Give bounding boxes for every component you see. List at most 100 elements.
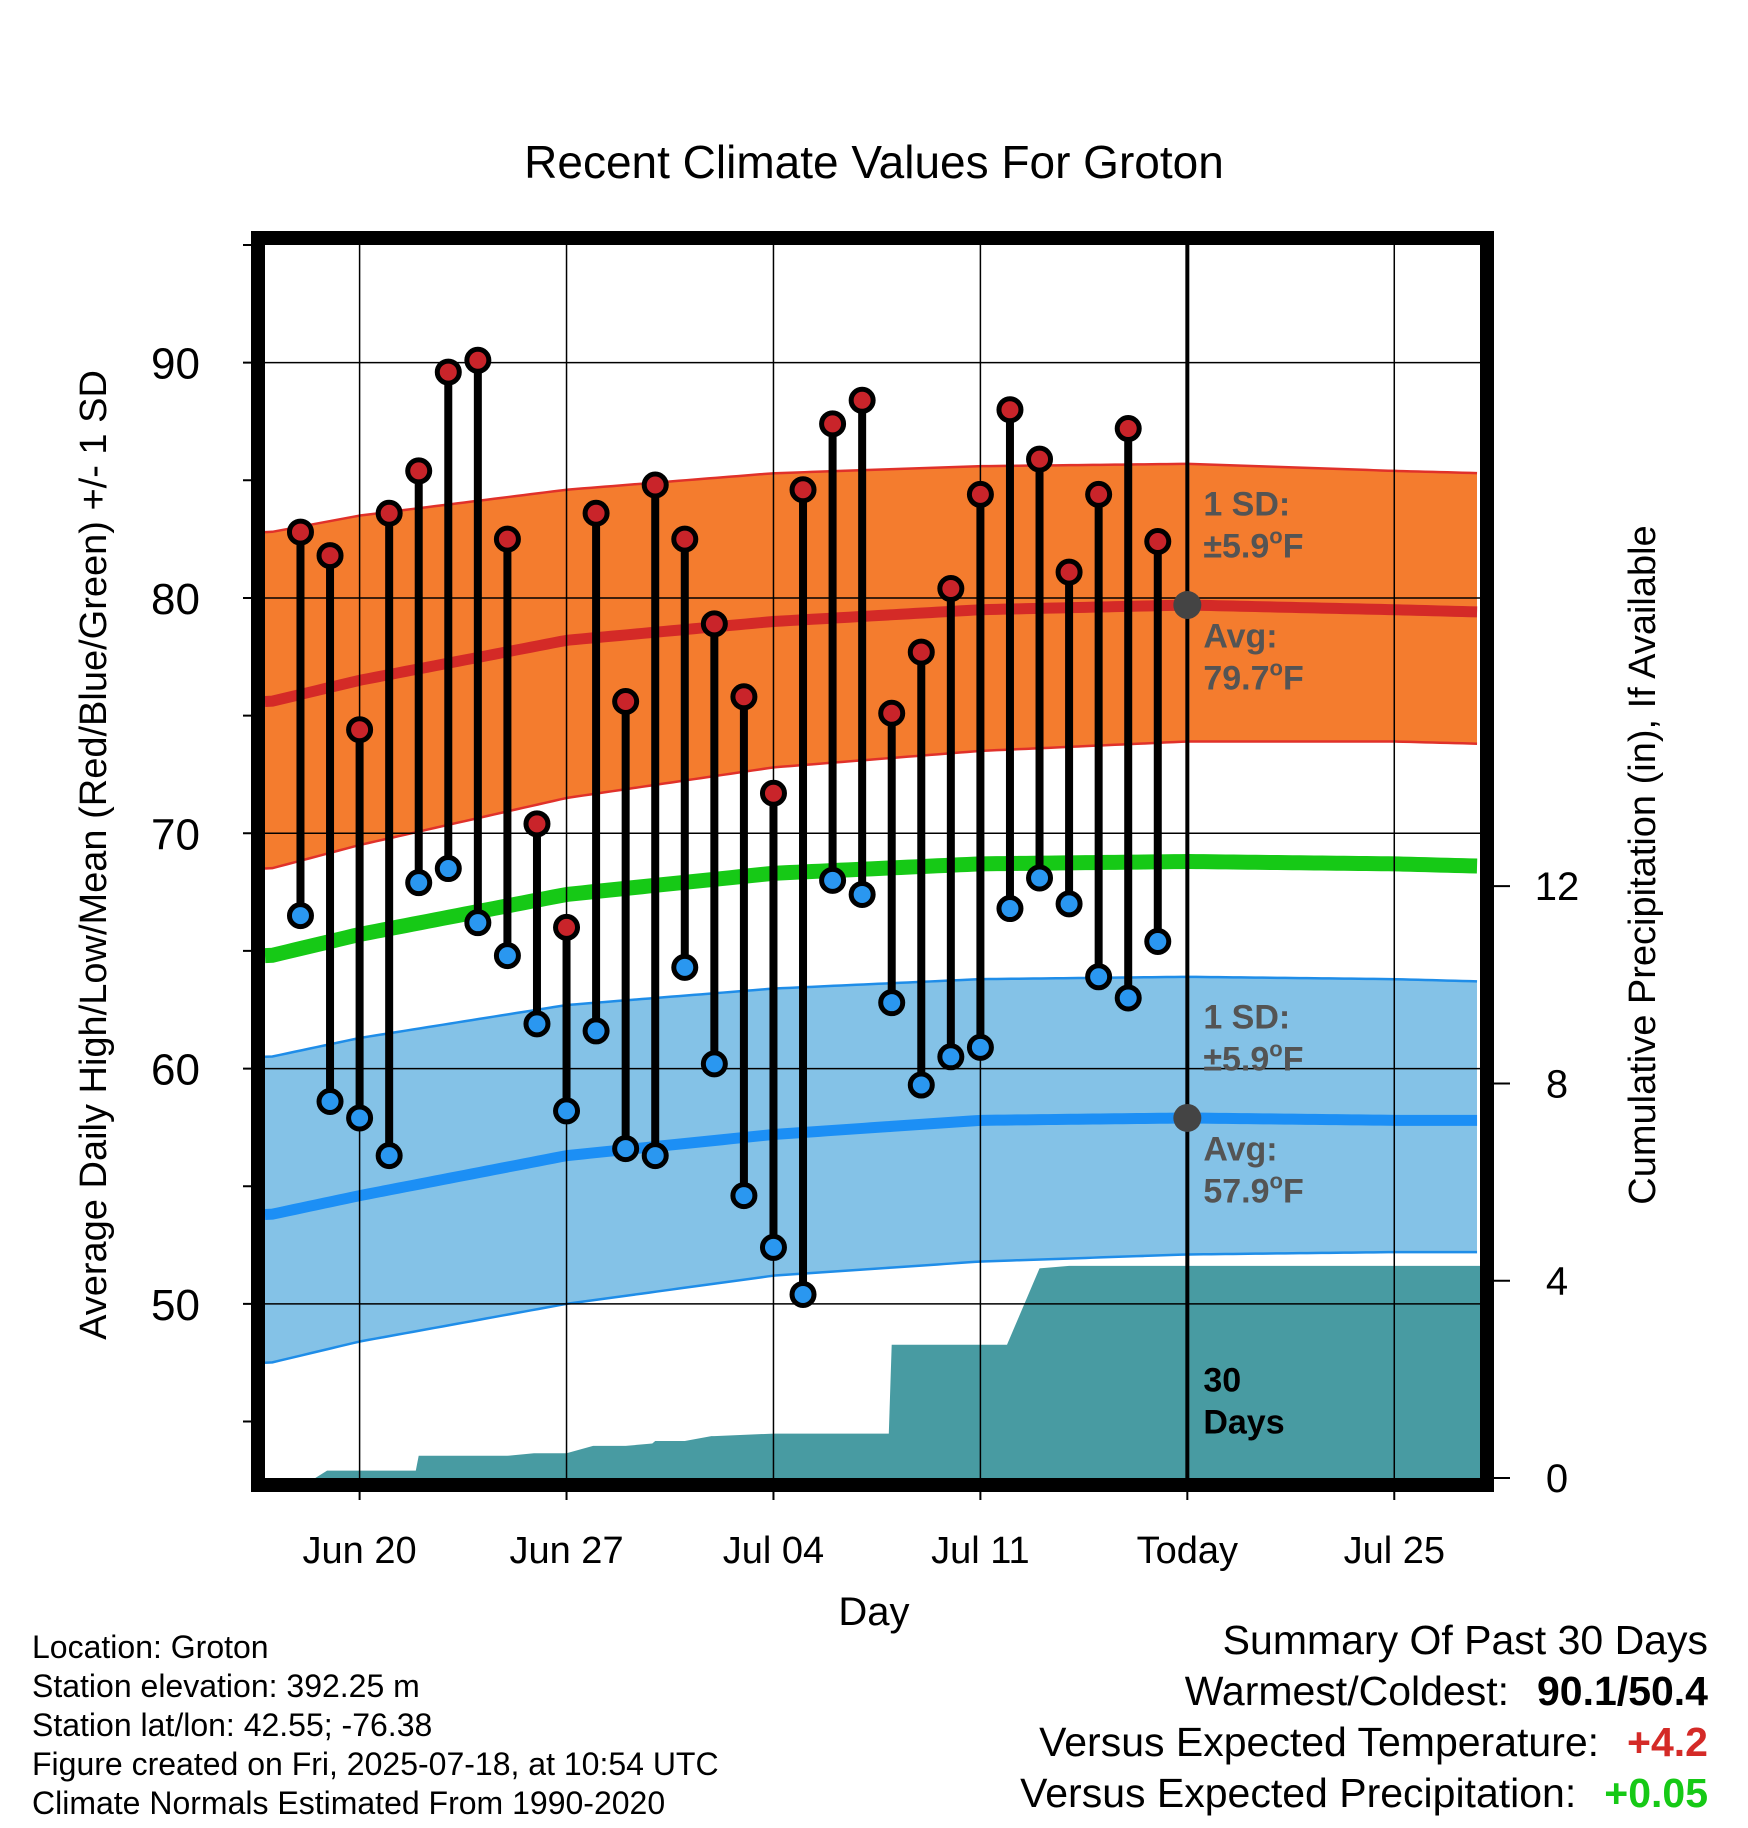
summary-precip-row: Versus Expected Precipitation: +0.05 [1020, 1770, 1708, 1817]
daily-low-point [582, 1017, 610, 1045]
daily-low-point [1026, 864, 1054, 892]
x-axis-label: Day [838, 1590, 909, 1634]
daily-low-point [375, 1142, 403, 1170]
daily-low-point [759, 1233, 787, 1261]
daily-low-point [1144, 928, 1172, 956]
daily-high-point [700, 610, 728, 638]
daily-high-point [671, 525, 699, 553]
daily-low-point [553, 1097, 581, 1125]
avg-high-line [265, 599, 1478, 707]
high-sd-band-upper-edge [265, 462, 1478, 534]
daily-high-point [612, 687, 640, 715]
x-tick-label: Jul 11 [931, 1530, 1030, 1572]
high-avg-annotation-unit: F [1283, 659, 1304, 697]
daily-high-point [316, 542, 344, 570]
daily-high-point [789, 476, 817, 504]
low-sd-annotation-line2: ±5.9oF [1203, 1037, 1303, 1079]
latlon-text: Station lat/lon: 42.55; -76.38 [32, 1707, 433, 1743]
low-avg-annotation-degree: o [1270, 1168, 1283, 1193]
daily-high-point [641, 471, 669, 499]
daily-low-point [878, 989, 906, 1017]
location-text: Location: Groton [32, 1629, 269, 1665]
low-avg-annotation-line2: 57.9oF [1203, 1168, 1303, 1210]
daily-low-point [405, 869, 433, 897]
daily-high-point [1114, 415, 1142, 443]
daily-low-point [996, 895, 1024, 923]
daily-low-point [789, 1280, 817, 1308]
daily-low-point [1114, 984, 1142, 1012]
daily-low-point [907, 1071, 935, 1099]
y-tick-label-right: 0 [1546, 1457, 1568, 1501]
precip-anomaly-value: +0.05 [1604, 1770, 1708, 1816]
daily-low-point [937, 1043, 965, 1071]
high-sd-annotation-line1: 1 SD: [1203, 486, 1290, 524]
daily-high-point [553, 913, 581, 941]
period-annotation-line2: Days [1203, 1404, 1284, 1442]
daily-high-point [848, 386, 876, 414]
daily-high-point [286, 518, 314, 546]
created-text: Figure created on Fri, 2025-07-18, at 10… [32, 1746, 719, 1782]
high-sd-annotation-line2: ±5.9oF [1203, 524, 1303, 566]
daily-high-point [582, 499, 610, 527]
low-avg-annotation-unit: F [1283, 1172, 1304, 1210]
daily-high-point [878, 699, 906, 727]
today-low-normal-marker [1173, 1103, 1202, 1132]
daily-high-point [464, 346, 492, 374]
daily-low-point [819, 866, 847, 894]
elevation-text: Station elevation: 392.25 m [32, 1668, 420, 1704]
daily-high-point [1055, 558, 1083, 586]
daily-high-point [346, 716, 374, 744]
x-tick-label: Jul 25 [1344, 1530, 1445, 1572]
high-sd-band [265, 463, 1477, 869]
high-avg-annotation-line1: Avg: [1203, 617, 1277, 655]
daily-low-point [730, 1182, 758, 1210]
axes-frame: 50 60 70 80 90 0 4 8 12 Jun 20 Jun 27 Jul 04 Jul 11 T… [151, 231, 1580, 1572]
daily-high-point [937, 575, 965, 603]
avg-mean-line [265, 854, 1478, 964]
high-avg-annotation-line2: 79.7oF [1203, 655, 1303, 697]
temp-anomaly-value: +4.2 [1627, 1719, 1708, 1765]
daily-low-point [316, 1088, 344, 1116]
chart-title: Recent Climate Values For Groton [524, 136, 1224, 188]
plot-border [251, 231, 1494, 1492]
daily-low-point [346, 1104, 374, 1132]
y-tick-label-left: 60 [151, 1046, 200, 1095]
high-sd-annotation-unit: F [1283, 528, 1304, 566]
y-tick-label-right: 4 [1546, 1260, 1568, 1304]
daily-high-point [1085, 480, 1113, 508]
low-avg-annotation-line1: Avg: [1203, 1130, 1277, 1168]
summary-title: Summary Of Past 30 Days [1222, 1617, 1708, 1663]
daily-high-point [434, 358, 462, 386]
daily-high-point [819, 410, 847, 438]
y-tick-label-right: 8 [1546, 1062, 1568, 1106]
x-tick-label: Jun 20 [303, 1530, 417, 1572]
daily-high-point [730, 683, 758, 711]
x-tick-label: Jun 27 [509, 1530, 623, 1572]
x-tick-label: Today [1137, 1530, 1238, 1572]
y-tick-label-left: 80 [151, 575, 200, 624]
y-axis-label-left: Average Daily High/Low/Mean (Red/Blue/Gr… [73, 370, 115, 1340]
y-tick-label-right: 12 [1535, 865, 1580, 909]
precip-anomaly-label: Versus Expected Precipitation: [1020, 1770, 1577, 1816]
daily-low-point [700, 1050, 728, 1078]
low-sd-annotation-unit: F [1283, 1041, 1304, 1079]
warmest-label: Warmest/Coldest: [1184, 1668, 1509, 1714]
daily-low-point [671, 953, 699, 981]
daily-high-point [375, 499, 403, 527]
daily-low-point [464, 909, 492, 937]
today-high-normal-marker [1173, 591, 1202, 620]
low-sd-annotation-degree: o [1269, 1037, 1282, 1062]
summary-temp-row: Versus Expected Temperature: +4.2 [1039, 1719, 1708, 1766]
y-tick-label-left: 90 [151, 340, 200, 389]
temp-anomaly-label: Versus Expected Temperature: [1039, 1719, 1600, 1765]
y-tick-label-left: 70 [151, 810, 200, 859]
daily-low-point [1085, 963, 1113, 991]
y-axis-label-right: Cumulative Precipitation (in), If Availa… [1622, 525, 1664, 1204]
period-annotation-line1: 30 [1203, 1362, 1241, 1400]
daily-high-point [493, 525, 521, 553]
daily-low-point [286, 902, 314, 930]
high-sd-annotation-degree: o [1269, 524, 1282, 549]
precip-area [265, 1265, 1480, 1478]
